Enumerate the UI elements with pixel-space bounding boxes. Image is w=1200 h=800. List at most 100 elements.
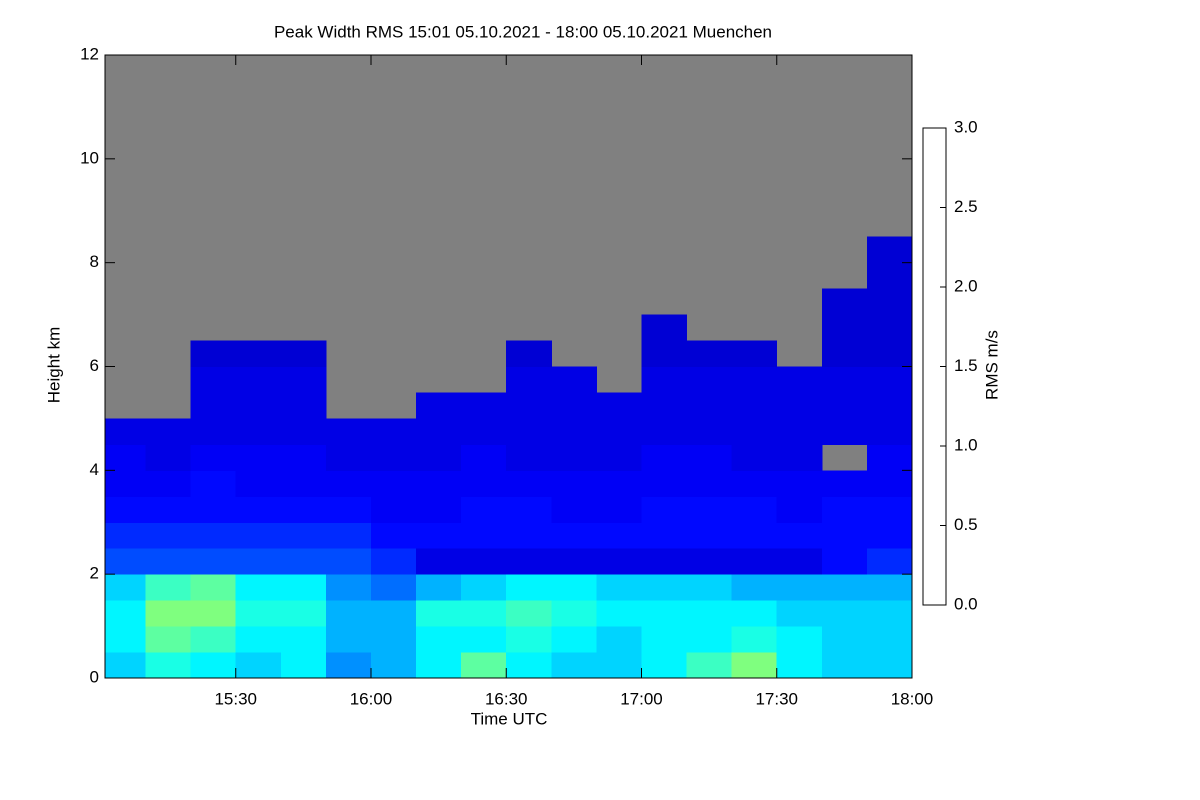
colorbar-tick-label: 2.0 [954,276,978,295]
heatmap-cell [145,574,192,601]
heatmap-cell [641,444,688,471]
heatmap-cell [821,340,868,367]
heatmap-cell [821,548,868,575]
heatmap-cell [461,470,507,497]
heatmap-cell [370,444,417,471]
heatmap-cell [821,366,868,393]
heatmap-cell [325,548,372,575]
heatmap-cell [280,340,327,367]
heatmap-cell [641,574,688,601]
heatmap-cell [731,652,778,679]
heatmap-cell [325,444,372,471]
heatmap-cell [551,548,597,575]
heatmap-cell [686,392,733,419]
heatmap-cell [416,652,462,679]
heatmap-cell [866,314,913,342]
heatmap-cell [145,470,192,497]
heatmap-cell [105,600,147,627]
colorbar-tick-label: 2.5 [954,197,978,216]
heatmap-cell [325,496,372,523]
heatmap-cell [280,392,327,419]
heatmap-cell [641,548,688,575]
heatmap-cell [641,392,688,419]
x-tick-label: 17:00 [620,689,663,708]
heatmap-cell [190,652,237,679]
heatmap-cell [596,392,642,419]
heatmap-cell [551,626,597,653]
heatmap-cell [145,444,192,471]
heatmap-cell [641,340,688,367]
heatmap-cell [551,392,597,419]
heatmap-cell [731,470,778,497]
heatmap-cell [641,366,688,393]
heatmap-cell [686,522,733,549]
heatmap-cell [866,574,913,601]
heatmap-cell [551,652,597,679]
heatmap-cell [731,366,778,393]
heatmap-cell [866,496,913,523]
heatmap-cell [105,496,147,523]
x-tick-label: 16:30 [485,689,528,708]
heatmap-cell [821,392,868,419]
heatmap-cell [416,626,462,653]
heatmap-cell [461,600,507,627]
heatmap-cell [325,470,372,497]
heatmap-cell [370,548,417,575]
heatmap-cell [190,340,237,367]
heatmap-cell [416,574,462,601]
heatmap-cell [686,600,733,627]
heatmap-cell [596,626,642,653]
heatmap-cell [105,626,147,653]
heatmap-cell [370,522,417,549]
heatmap-cell [190,444,237,471]
heatmap-cell [866,470,913,497]
heatmap-cell [551,366,597,393]
heatmap-cell [235,652,282,679]
heatmap-cell [145,522,192,549]
heatmap-cell [506,340,552,367]
heatmap-cell [235,340,282,367]
heatmap-cell [641,600,688,627]
heatmap-cell [866,548,913,575]
heatmap-cell [866,366,913,393]
heatmap-cell [821,522,868,549]
heatmap-cell [280,366,327,393]
chart-title: Peak Width RMS 15:01 05.10.2021 - 18:00 … [274,22,772,41]
heatmap-cell [596,444,642,471]
heatmap-cell [821,652,868,679]
heatmap-cell [105,418,147,445]
heatmap-cell [641,418,688,445]
heatmap-cell [731,418,778,445]
heatmap-cell [370,626,417,653]
heatmap-cell [731,496,778,523]
heatmap-cell [731,626,778,653]
heatmap-cell [145,652,192,679]
heatmap-cell [596,496,642,523]
heatmap-cell [190,418,237,445]
heatmap-cell [776,652,823,679]
heatmap-cell [776,496,823,523]
heatmap-cell [551,444,597,471]
heatmap-cell [686,340,733,367]
heatmap-cell [105,652,147,679]
colorbar-label: RMS m/s [982,330,1001,400]
heatmap-cell [731,444,778,471]
heatmap-cell [866,340,913,367]
heatmap-cell [731,340,778,367]
heatmap-cell [731,392,778,419]
heatmap-cell [280,600,327,627]
heatmap-cell [416,470,462,497]
heatmap-cell [280,444,327,471]
heatmap-cell [370,652,417,679]
heatmap-cell [686,548,733,575]
heatmap-cell [190,626,237,653]
heatmap-cell [776,444,823,471]
heatmap-cell [551,470,597,497]
x-tick-label: 18:00 [891,689,934,708]
heatmap-cell [416,548,462,575]
heatmap-cell [686,626,733,653]
heatmap-cell [821,574,868,601]
heatmap-cell [416,444,462,471]
heatmap-cell [776,548,823,575]
